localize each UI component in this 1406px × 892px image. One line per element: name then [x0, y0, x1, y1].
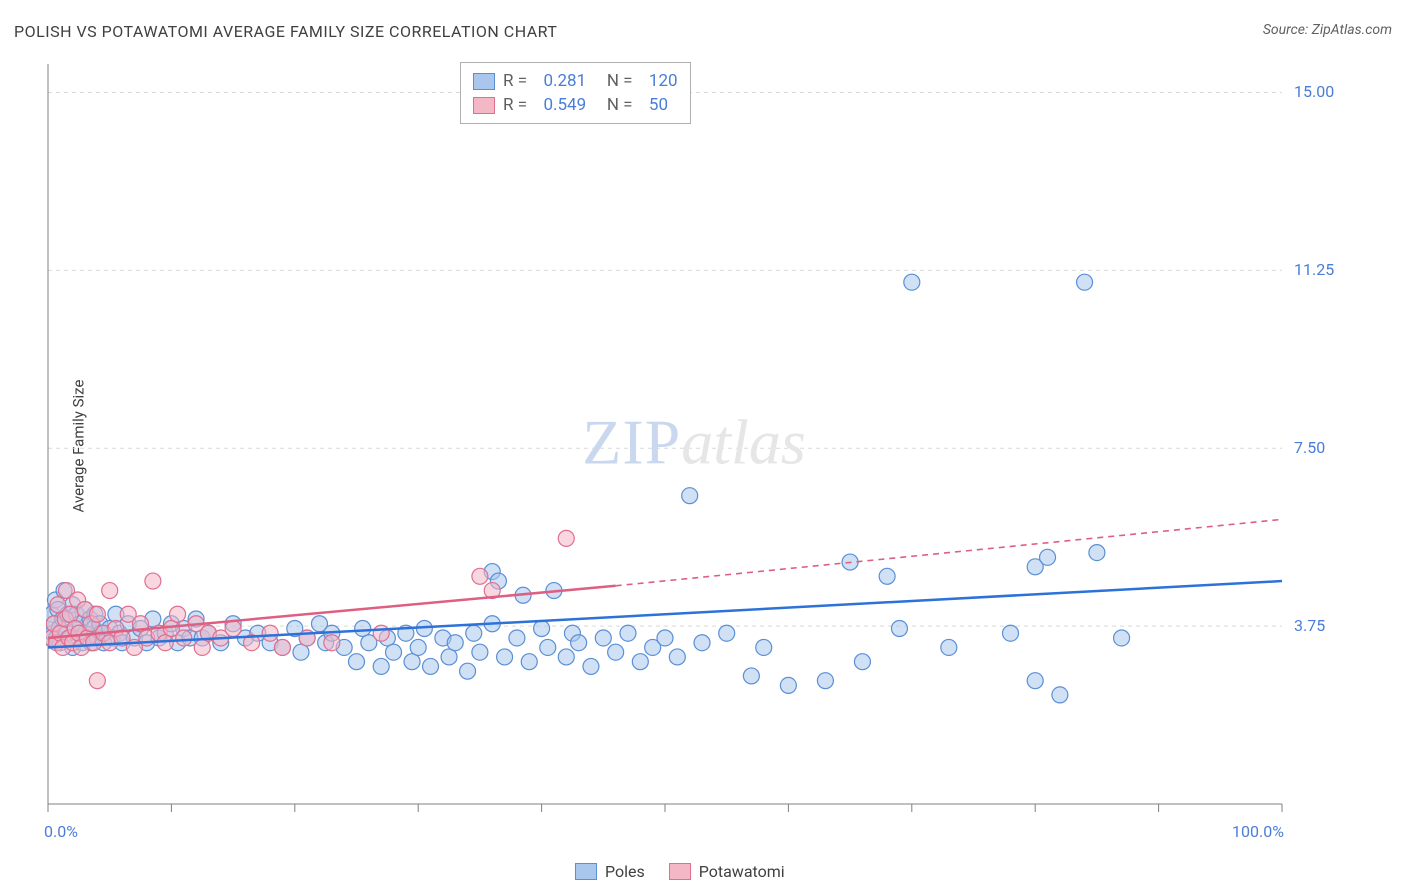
series-label: Poles — [605, 862, 645, 881]
legend-r-label: R = — [503, 93, 531, 117]
y-tick-label: 7.50 — [1294, 438, 1325, 457]
legend-r-label: R = — [503, 69, 531, 93]
legend-swatch — [669, 863, 691, 880]
legend-r-value: 0.281 — [539, 69, 586, 93]
legend-n-label: N = — [594, 93, 637, 117]
source-attribution: Source: ZipAtlas.com — [1263, 22, 1392, 38]
legend-swatch — [473, 73, 495, 90]
x-tick-label-min: 0.0% — [44, 822, 78, 841]
series-legend-item: Poles — [575, 862, 645, 881]
y-tick-label: 11.25 — [1294, 260, 1334, 279]
correlation-legend: R = 0.281 N = 120R = 0.549 N = 50 — [460, 62, 691, 124]
legend-swatch — [473, 97, 495, 114]
x-tick-label-max: 100.0% — [1232, 822, 1284, 841]
legend-n-value: 50 — [645, 93, 668, 117]
y-tick-label: 3.75 — [1294, 616, 1325, 635]
series-legend-item: Potawatomi — [669, 862, 785, 881]
legend-row: R = 0.281 N = 120 — [473, 69, 678, 93]
legend-n-label: N = — [594, 69, 637, 93]
series-label: Potawatomi — [699, 862, 785, 881]
legend-r-value: 0.549 — [539, 93, 586, 117]
chart-title: POLISH VS POTAWATOMI AVERAGE FAMILY SIZE… — [14, 22, 557, 41]
y-tick-label: 15.00 — [1294, 82, 1334, 101]
legend-swatch — [575, 863, 597, 880]
chart-svg — [46, 60, 1342, 840]
legend-n-value: 120 — [645, 69, 678, 93]
series-legend: Poles Potawatomi — [575, 862, 785, 881]
plot-area: ZIPatlas — [46, 60, 1342, 840]
legend-row: R = 0.549 N = 50 — [473, 93, 678, 117]
